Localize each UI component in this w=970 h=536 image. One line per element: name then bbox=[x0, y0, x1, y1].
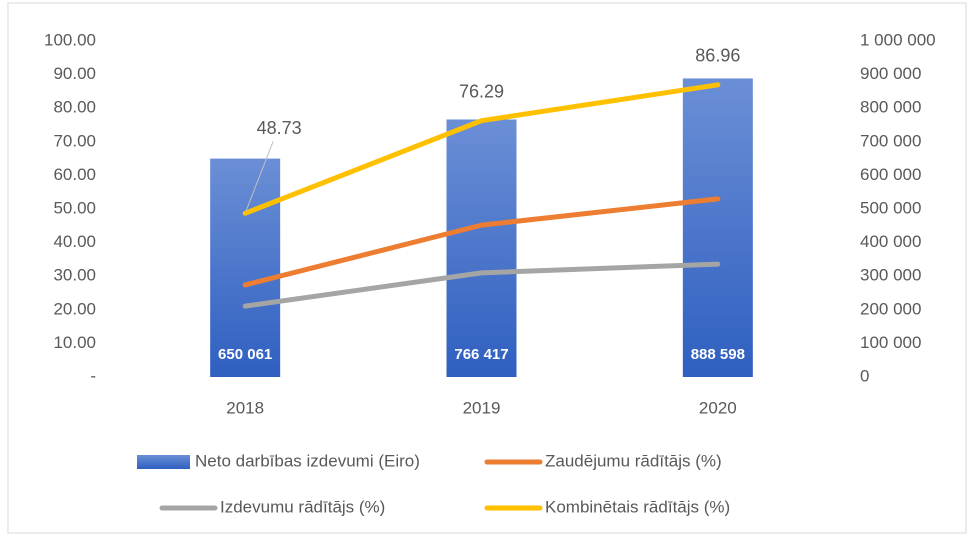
y-tick-label: 90.00 bbox=[53, 64, 96, 83]
y-tick-label: 10.00 bbox=[53, 333, 96, 352]
y2-tick-label: 700 000 bbox=[860, 131, 921, 150]
line bbox=[242, 261, 721, 309]
bar-value-label: 888 598 bbox=[691, 346, 745, 363]
x-tick-label: 2018 bbox=[226, 398, 264, 417]
y2-tick-label: 900 000 bbox=[860, 64, 921, 83]
y-tick-label: 40.00 bbox=[53, 232, 96, 251]
y-tick-label: 20.00 bbox=[53, 299, 96, 318]
legend-label: Izdevumu rādītājs (%) bbox=[220, 497, 385, 516]
y-tick-label: 30.00 bbox=[53, 266, 96, 285]
legend-label: Neto darbības izdevumi (Eiro) bbox=[195, 451, 420, 470]
y2-tick-label: 600 000 bbox=[860, 165, 921, 184]
x-tick-label: 2019 bbox=[463, 398, 501, 417]
legend-label: Kombinētais rādītājs (%) bbox=[545, 497, 730, 516]
legend-swatch bbox=[137, 455, 190, 469]
data-label: 86.96 bbox=[695, 46, 740, 66]
bar bbox=[682, 78, 753, 378]
y-tick-label: 50.00 bbox=[53, 198, 96, 217]
y2-tick-label: 300 000 bbox=[860, 266, 921, 285]
y-tick-label: 70.00 bbox=[53, 131, 96, 150]
y-tick-label: 60.00 bbox=[53, 165, 96, 184]
line bbox=[242, 82, 721, 216]
y-tick-label: - bbox=[90, 366, 96, 385]
leader-line bbox=[244, 141, 274, 214]
legend-label: Zaudējumu rādītājs (%) bbox=[545, 451, 722, 470]
y-tick-label: 100.00 bbox=[44, 30, 96, 49]
y2-tick-label: 500 000 bbox=[860, 198, 921, 217]
bar bbox=[210, 158, 281, 377]
bar-value-label: 650 061 bbox=[218, 346, 272, 363]
y2-tick-label: 0 bbox=[860, 366, 869, 385]
bar-value-label: 766 417 bbox=[454, 346, 508, 363]
y2-tick-label: 1 000 000 bbox=[860, 30, 936, 49]
y2-tick-label: 100 000 bbox=[860, 333, 921, 352]
y2-tick-label: 400 000 bbox=[860, 232, 921, 251]
line bbox=[242, 196, 721, 288]
x-tick-label: 2020 bbox=[699, 398, 737, 417]
y2-tick-label: 200 000 bbox=[860, 299, 921, 318]
data-label: 48.73 bbox=[257, 118, 302, 138]
y-tick-label: 80.00 bbox=[53, 98, 96, 117]
bar bbox=[446, 119, 517, 377]
y2-tick-label: 800 000 bbox=[860, 98, 921, 117]
data-label: 76.29 bbox=[459, 81, 504, 101]
